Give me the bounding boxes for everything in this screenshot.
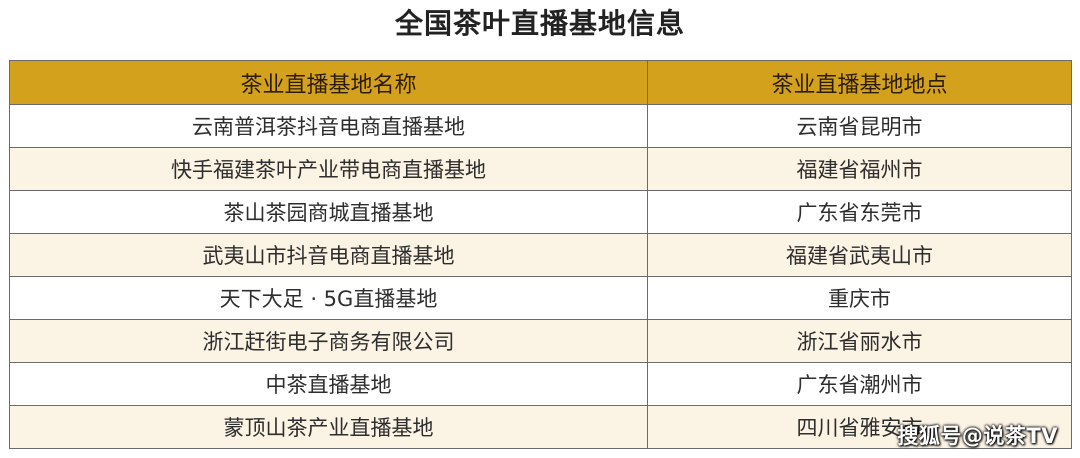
column-header-location: 茶业直播基地地点 [647, 60, 1072, 105]
base-location-cell: 浙江省丽水市 [647, 319, 1072, 363]
base-location-cell: 广东省东莞市 [647, 190, 1072, 234]
page-title: 全国茶叶直播基地信息 [394, 7, 685, 40]
watermark: 搜狐号@说茶TV [897, 424, 1058, 448]
table-header-row: 茶业直播基地名称 茶业直播基地地点 [9, 60, 1072, 105]
table-container: 茶业直播基地名称 茶业直播基地地点 云南普洱茶抖音电商直播基地 云南省昆明市 快… [9, 60, 1072, 449]
column-header-name: 茶业直播基地名称 [9, 60, 648, 105]
table-row: 茶山茶园商城直播基地 广东省东莞市 [9, 190, 1072, 234]
base-name-cell: 中茶直播基地 [9, 362, 648, 406]
table-row: 中茶直播基地 广东省潮州市 [9, 362, 1072, 406]
base-location-cell: 广东省潮州市 [647, 362, 1072, 406]
base-location-cell: 福建省武夷山市 [647, 233, 1072, 277]
base-name-cell: 茶山茶园商城直播基地 [9, 190, 648, 234]
table-row: 浙江赶街电子商务有限公司 浙江省丽水市 [9, 319, 1072, 363]
base-name-cell: 云南普洱茶抖音电商直播基地 [9, 104, 648, 148]
base-location-cell: 四川省雅安市 [647, 405, 1072, 449]
base-name-cell: 武夷山市抖音电商直播基地 [9, 233, 648, 277]
base-name-cell: 天下大足 · 5G直播基地 [9, 276, 648, 320]
table-row: 武夷山市抖音电商直播基地 福建省武夷山市 [9, 233, 1072, 277]
base-location-cell: 重庆市 [647, 276, 1072, 320]
base-name-cell: 浙江赶街电子商务有限公司 [9, 319, 648, 363]
tea-livestream-base-table: 茶业直播基地名称 茶业直播基地地点 云南普洱茶抖音电商直播基地 云南省昆明市 快… [9, 60, 1072, 449]
table-row: 云南普洱茶抖音电商直播基地 云南省昆明市 [9, 104, 1072, 148]
base-name-cell: 蒙顶山茶产业直播基地 [9, 405, 648, 449]
base-location-cell: 云南省昆明市 [647, 104, 1072, 148]
table-row: 天下大足 · 5G直播基地 重庆市 [9, 276, 1072, 320]
table-row: 快手福建茶叶产业带电商直播基地 福建省福州市 [9, 147, 1072, 191]
base-location-cell: 福建省福州市 [647, 147, 1072, 191]
base-name-cell: 快手福建茶叶产业带电商直播基地 [9, 147, 648, 191]
table-row: 蒙顶山茶产业直播基地 四川省雅安市 [9, 405, 1072, 449]
